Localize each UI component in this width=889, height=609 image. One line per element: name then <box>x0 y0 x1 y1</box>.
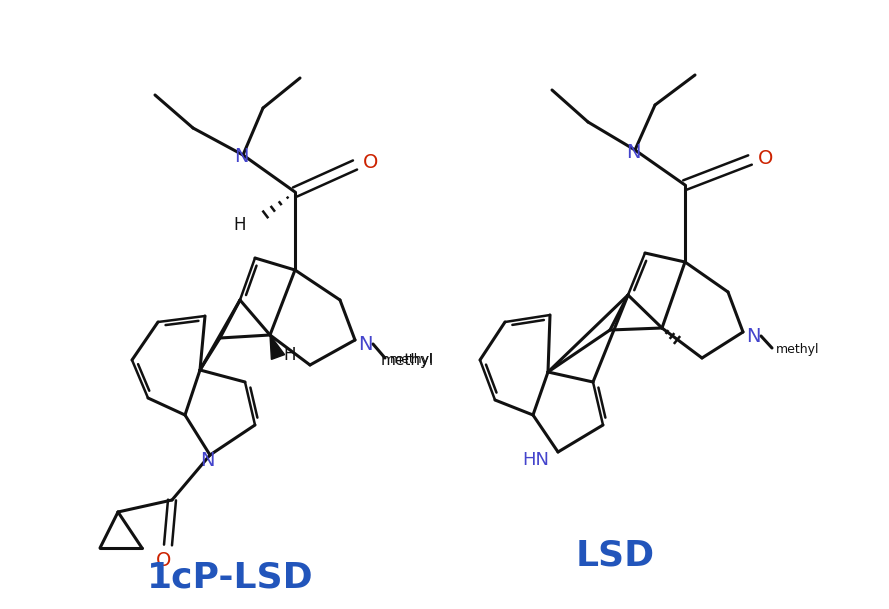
Text: N: N <box>357 334 372 353</box>
Polygon shape <box>270 335 284 359</box>
Text: 1cP-LSD: 1cP-LSD <box>147 561 313 595</box>
Text: HN: HN <box>523 451 549 469</box>
Text: N: N <box>234 147 248 166</box>
Text: O: O <box>156 551 172 569</box>
Text: O: O <box>758 149 773 167</box>
Text: N: N <box>746 326 760 345</box>
Text: N: N <box>200 451 214 470</box>
Text: H: H <box>284 346 296 364</box>
Text: O: O <box>364 152 379 172</box>
Text: methyl: methyl <box>390 353 434 367</box>
Text: N: N <box>626 143 640 161</box>
Text: methyl: methyl <box>380 353 434 367</box>
Text: methyl: methyl <box>776 343 820 356</box>
Text: H: H <box>234 216 246 234</box>
Text: LSD: LSD <box>575 538 654 572</box>
